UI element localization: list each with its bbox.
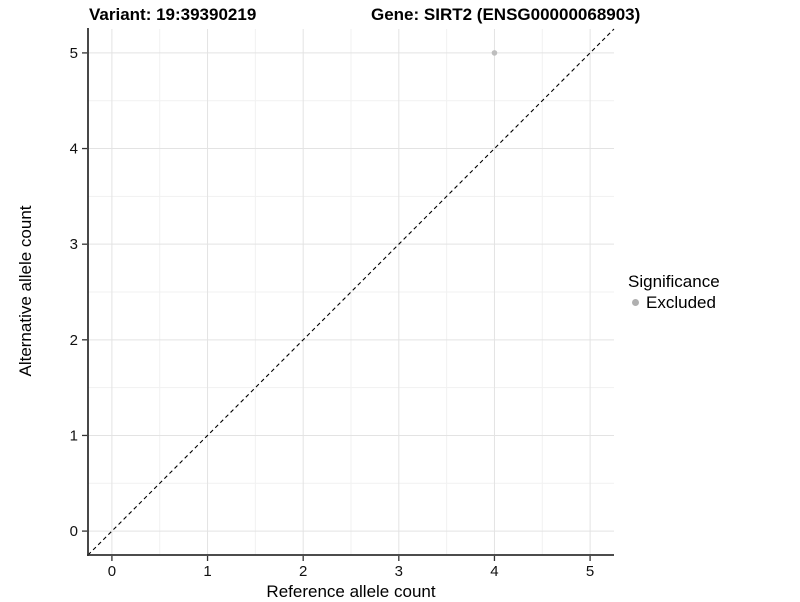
- y-tick-label: 3: [70, 236, 78, 253]
- plot-title-variant: Variant: 19:39390219: [89, 5, 257, 24]
- x-tick-label: 2: [299, 563, 307, 580]
- y-axis-title: Alternative allele count: [16, 205, 35, 377]
- x-tick-label: 4: [490, 563, 498, 580]
- plot-title-gene: Gene: SIRT2 (ENSG00000068903): [371, 5, 641, 24]
- legend-key: [628, 299, 643, 306]
- x-tick-label: 0: [108, 563, 116, 580]
- y-tick-label: 4: [70, 141, 78, 158]
- y-tick-label: 0: [70, 523, 78, 540]
- y-tick-label: 1: [70, 427, 78, 444]
- data-point: [491, 50, 498, 56]
- x-tick-label: 3: [395, 563, 403, 580]
- legend-item-label: Excluded: [646, 292, 716, 312]
- legend-item-excluded: Excluded: [628, 292, 720, 313]
- x-tick-label: 1: [203, 563, 211, 580]
- x-axis-title: Reference allele count: [266, 582, 436, 601]
- identity-line: [87, 28, 615, 556]
- y-tick-label: 2: [70, 332, 78, 349]
- legend: Significance Excluded: [628, 272, 720, 313]
- legend-point-icon: [632, 299, 639, 306]
- y-tick-label: 5: [70, 45, 78, 62]
- legend-title: Significance: [628, 272, 720, 291]
- x-tick-label: 5: [586, 563, 594, 580]
